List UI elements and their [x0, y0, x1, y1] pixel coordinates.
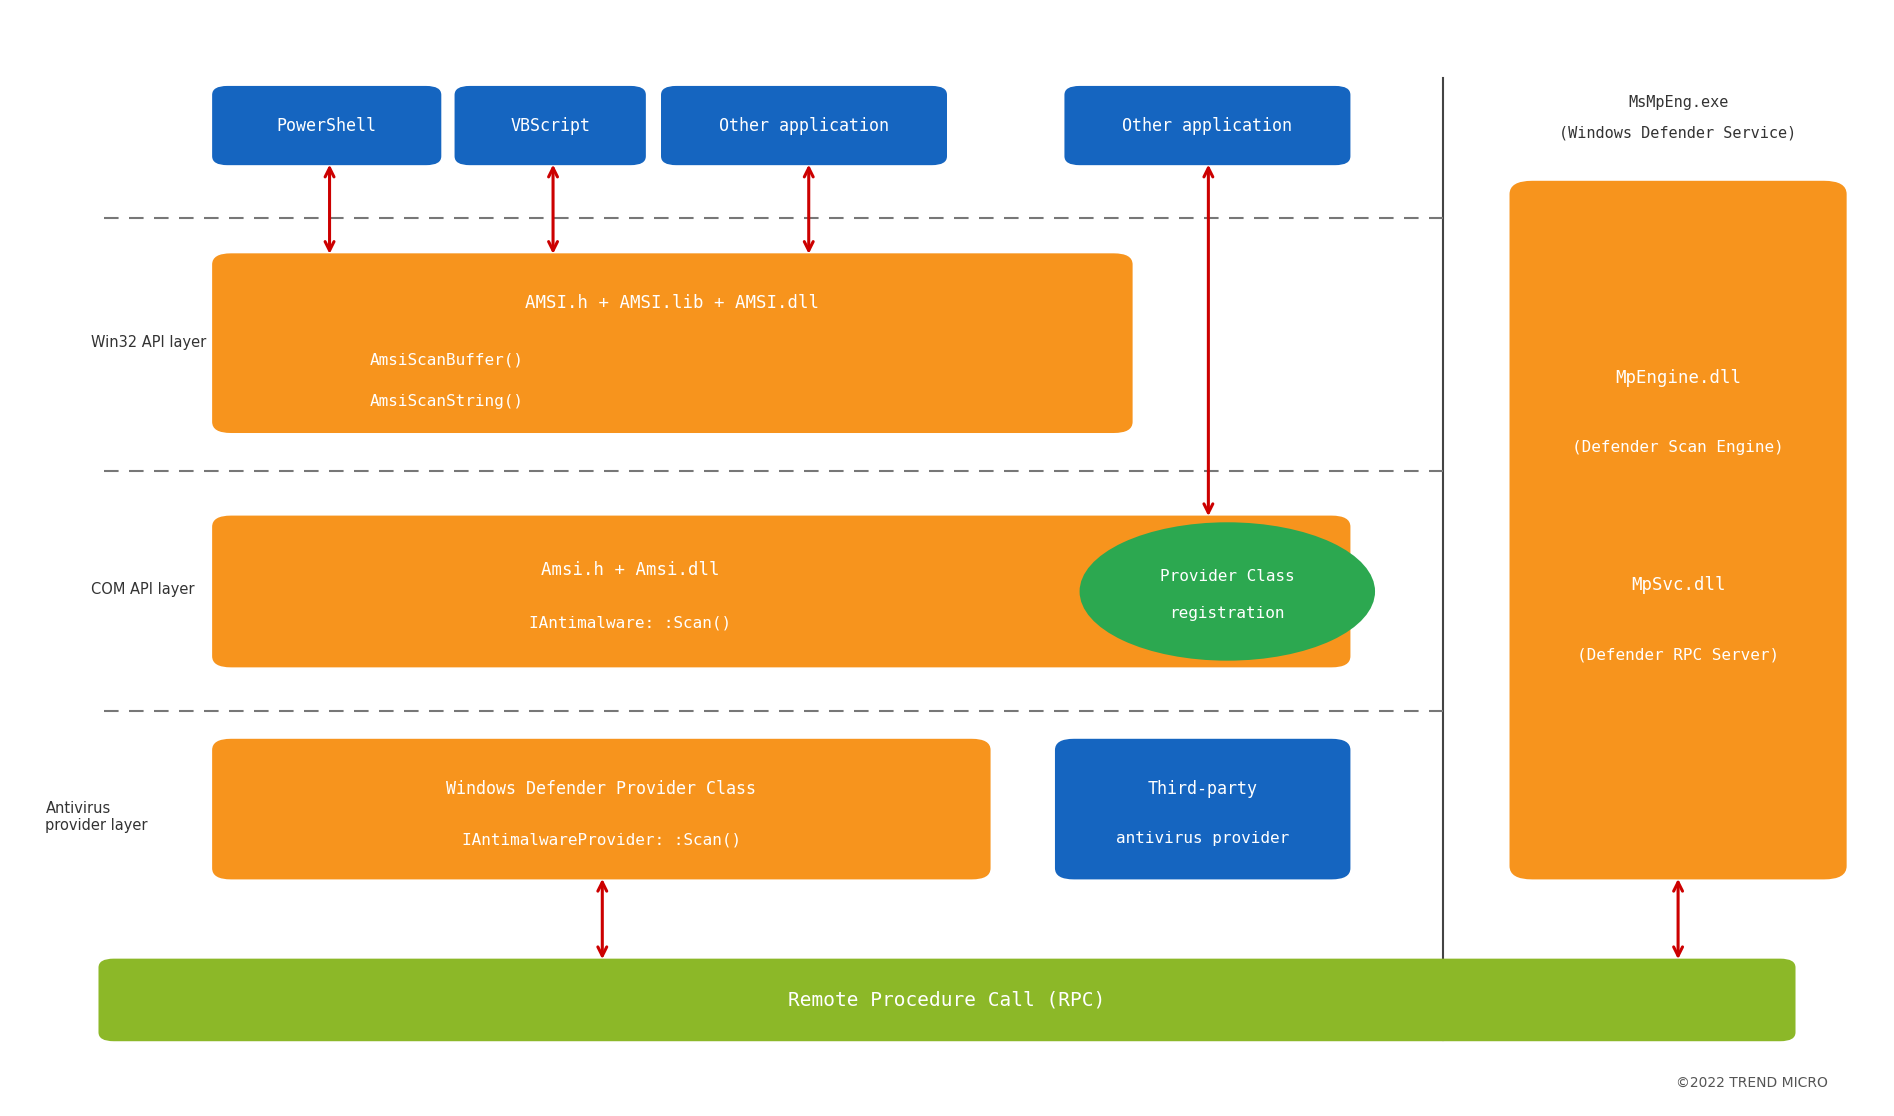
Text: Provider Class: Provider Class [1159, 569, 1295, 584]
Text: AmsiScanString(): AmsiScanString() [369, 394, 523, 410]
Text: (Windows Defender Service): (Windows Defender Service) [1559, 125, 1797, 141]
Text: COM API layer: COM API layer [91, 581, 195, 597]
Text: (Defender RPC Server): (Defender RPC Server) [1578, 647, 1778, 662]
FancyBboxPatch shape [1055, 739, 1350, 879]
Text: Other application: Other application [1123, 116, 1292, 135]
Text: Third-party: Third-party [1148, 780, 1258, 798]
FancyBboxPatch shape [455, 86, 646, 165]
Text: registration: registration [1170, 606, 1284, 622]
FancyBboxPatch shape [212, 516, 1350, 667]
Text: antivirus provider: antivirus provider [1116, 831, 1290, 846]
FancyBboxPatch shape [98, 959, 1796, 1041]
Text: MsMpEng.exe: MsMpEng.exe [1629, 95, 1727, 110]
Text: IAntimalwareProvider: :Scan(): IAntimalwareProvider: :Scan() [462, 833, 741, 847]
FancyBboxPatch shape [1064, 86, 1350, 165]
Text: Win32 API layer: Win32 API layer [91, 335, 206, 350]
Text: AmsiScanBuffer(): AmsiScanBuffer() [369, 353, 523, 368]
Text: PowerShell: PowerShell [277, 116, 377, 135]
Text: Antivirus
provider layer: Antivirus provider layer [45, 800, 148, 834]
FancyBboxPatch shape [212, 739, 991, 879]
Text: Other application: Other application [720, 116, 888, 135]
Text: Remote Procedure Call (RPC): Remote Procedure Call (RPC) [788, 990, 1106, 1010]
Text: VBScript: VBScript [509, 116, 591, 135]
Text: IAntimalware: :Scan(): IAntimalware: :Scan() [528, 616, 731, 631]
Ellipse shape [1080, 522, 1375, 661]
FancyBboxPatch shape [212, 86, 441, 165]
FancyBboxPatch shape [661, 86, 947, 165]
Text: (Defender Scan Engine): (Defender Scan Engine) [1572, 440, 1784, 454]
Text: Windows Defender Provider Class: Windows Defender Provider Class [447, 780, 756, 798]
FancyBboxPatch shape [1510, 181, 1847, 879]
Text: MpSvc.dll: MpSvc.dll [1631, 577, 1725, 595]
Text: Amsi.h + Amsi.dll: Amsi.h + Amsi.dll [540, 560, 720, 579]
Text: AMSI.h + AMSI.lib + AMSI.dll: AMSI.h + AMSI.lib + AMSI.dll [525, 295, 820, 312]
Text: MpEngine.dll: MpEngine.dll [1616, 369, 1741, 387]
FancyBboxPatch shape [212, 253, 1133, 433]
Text: ©2022 TREND MICRO: ©2022 TREND MICRO [1676, 1076, 1828, 1089]
